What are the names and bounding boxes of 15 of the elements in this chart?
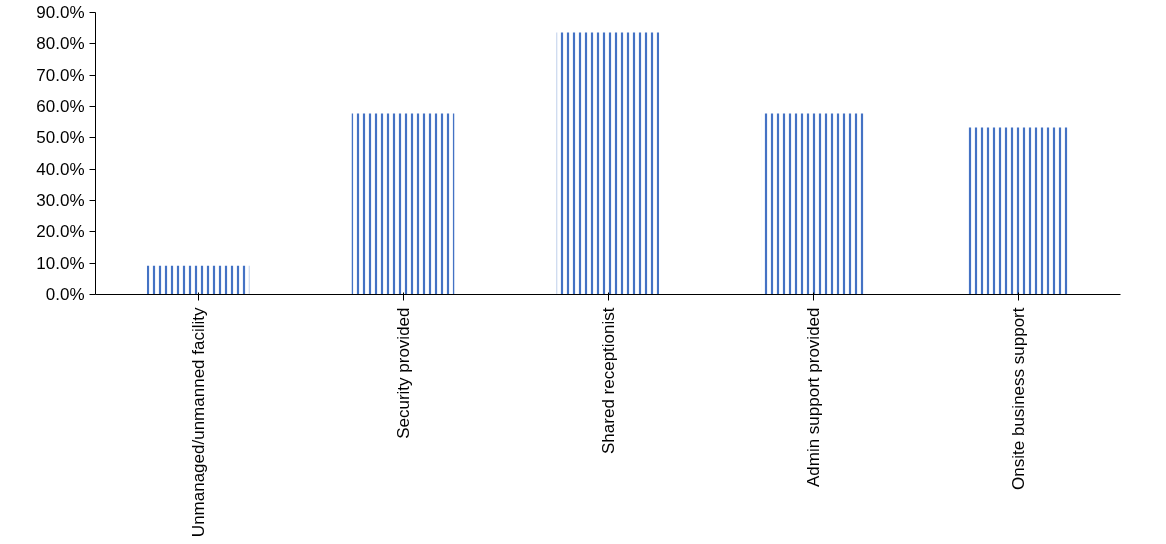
y-tick-label: 80.0%: [36, 34, 85, 54]
y-tick-label: 60.0%: [36, 97, 85, 116]
y-tick-label: 10.0%: [36, 253, 85, 273]
x-tick-label: Admin support provided: [803, 307, 823, 488]
y-tick-label: 50.0%: [36, 128, 85, 148]
y-tick-label: 70.0%: [36, 65, 85, 85]
y-tick-label: 20.0%: [36, 222, 85, 242]
x-tick-label: Onsite business support: [1008, 307, 1028, 490]
y-tick-label: 0.0%: [45, 285, 85, 304]
y-tick-label: 90.0%: [36, 3, 85, 22]
y-tick-label: 40.0%: [36, 159, 85, 179]
x-tick-label: Security provided: [393, 307, 413, 439]
x-tick-label: Unmanaged/unmanned facility: [188, 307, 208, 538]
x-tick-label: Shared receptionist: [598, 307, 618, 454]
y-tick-label: 30.0%: [36, 191, 85, 210]
